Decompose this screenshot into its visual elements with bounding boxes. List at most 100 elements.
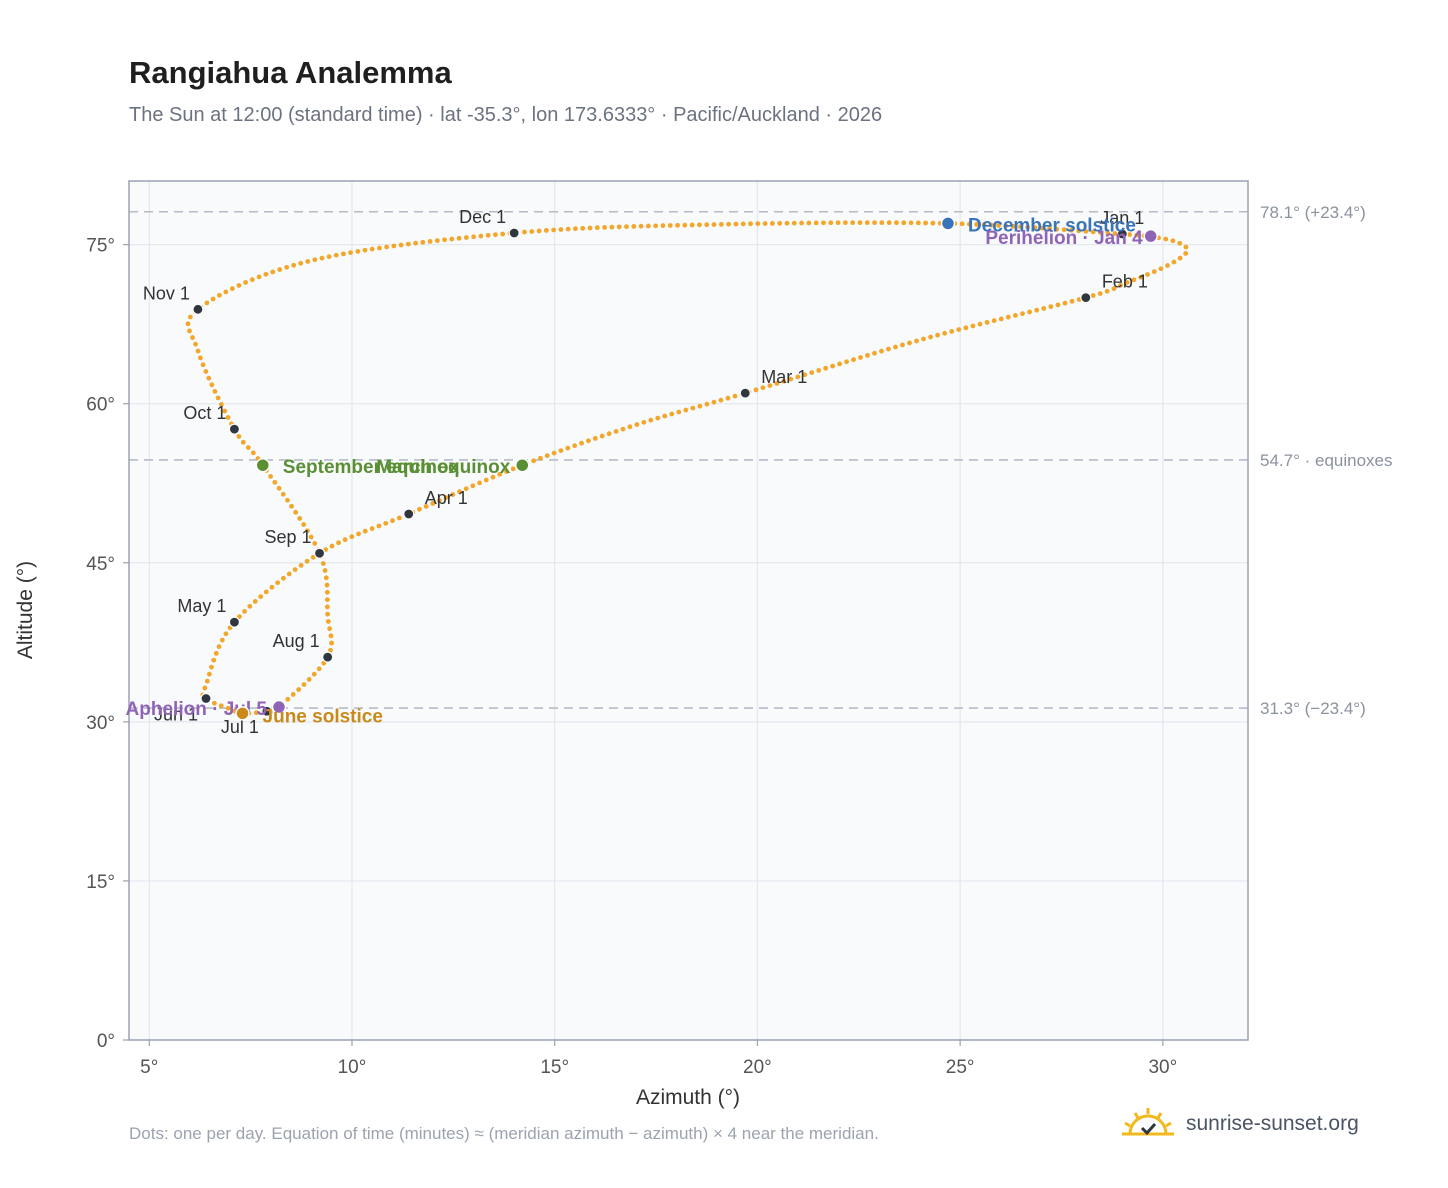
day-dot [301,682,307,687]
day-dot [821,220,826,226]
day-dot [423,503,429,509]
day-dot [579,440,584,446]
day-dot [325,611,330,617]
reference-line-label: 78.1° (+23.4°) [1260,203,1366,222]
day-dot [362,247,368,253]
day-dot [497,471,503,477]
day-dot [901,220,907,226]
event-label: Aphelion · Jul 5 [126,699,268,720]
month-marker [739,387,751,399]
day-dot [923,220,929,226]
footnote: Dots: one per day. Equation of time (min… [129,1124,879,1143]
day-dot [320,561,326,566]
month-marker [322,651,334,663]
day-dot [602,225,608,230]
day-dot [1177,255,1183,261]
day-dot [1183,251,1189,256]
day-dot [291,262,297,268]
day-dot [305,259,311,264]
day-dot [504,469,509,474]
day-dot [781,378,787,384]
day-dot [538,455,543,461]
day-dot [624,224,629,230]
day-dot [959,221,965,227]
day-dot [813,220,819,226]
day-dot [349,534,355,540]
day-dot [219,637,225,643]
month-label: May 1 [177,596,226,616]
day-dot [613,428,619,434]
day-dot [572,443,578,449]
reference-lines: 78.1° (+23.4°) 54.7° · equinoxes 31.3° (−2… [129,203,1393,718]
day-dot [1112,231,1118,236]
y-tick-label: 60° [86,395,115,416]
day-dot [718,221,724,227]
month-label: Aug 1 [273,631,320,651]
day-dot [529,229,535,234]
day-dot [1105,230,1111,236]
event-marker [940,216,956,231]
day-dot [996,223,1001,228]
day-dot [329,543,335,549]
axis-ticks: 5° 10° 15° 20° 25° 30° 0° 15° 30° 45° 60° 75° [86,236,1177,1078]
month-label: Nov 1 [143,283,190,303]
day-dot [236,434,242,439]
day-dot [277,267,283,272]
day-dot [586,438,591,444]
day-dot [592,436,598,441]
day-dot [355,248,361,254]
day-dot [328,647,333,653]
event-marker [235,706,250,721]
day-dot [1062,300,1068,306]
day-dot [270,269,276,275]
day-dot [296,687,302,692]
day-dot [342,537,348,543]
month-markers: Jan 1 Feb 1 Mar 1 Apr 1 May 1 Jun 1 Jul 1 Aug 1… [143,207,1148,737]
day-dot [185,321,191,327]
day-dot [1104,288,1110,294]
day-dot [1041,306,1047,311]
day-dot [215,395,221,401]
x-tick-label: 15° [540,1057,569,1078]
day-dot [285,497,290,503]
day-dot [1027,309,1032,315]
day-dot [689,222,695,228]
month-label: Jan 1 [1100,208,1144,228]
day-dot [1165,263,1170,268]
day-dot [551,227,556,233]
day-dot [1003,223,1009,229]
x-tick-label: 20° [743,1057,772,1078]
day-dot [1090,229,1096,235]
brand[interactable]: sunrise-sunset.org [1120,1104,1359,1144]
day-dot [1151,269,1157,275]
day-dot [974,221,980,227]
day-dot [376,523,382,529]
day-dot [1068,227,1074,233]
day-dot [457,489,462,495]
day-dot [326,254,332,260]
day-dot [1163,236,1169,242]
day-dot [660,223,666,229]
day-dot [858,355,863,360]
day-dot [268,474,274,479]
brand-text: sunrise-sunset.org [1186,1112,1359,1135]
x-tick-label: 10° [338,1057,367,1078]
chart-title: Rangiahua Analemma [129,55,452,90]
x-tick-label: 30° [1148,1057,1177,1078]
day-dot [894,220,899,226]
day-dot [485,232,491,238]
day-dot [242,609,247,614]
day-dot [298,563,304,568]
day-dot [558,448,564,453]
day-dot [1047,226,1052,232]
event-label: March equinox [376,457,511,478]
day-dot [209,664,214,670]
day-dot [981,222,987,228]
day-dot [988,222,994,228]
day-dot [229,286,235,291]
day-dot [760,385,766,391]
day-dot [645,223,651,229]
y-tick-label: 30° [86,713,115,734]
day-dot [245,445,251,450]
x-axis-label: Azimuth (°) [636,1086,740,1109]
